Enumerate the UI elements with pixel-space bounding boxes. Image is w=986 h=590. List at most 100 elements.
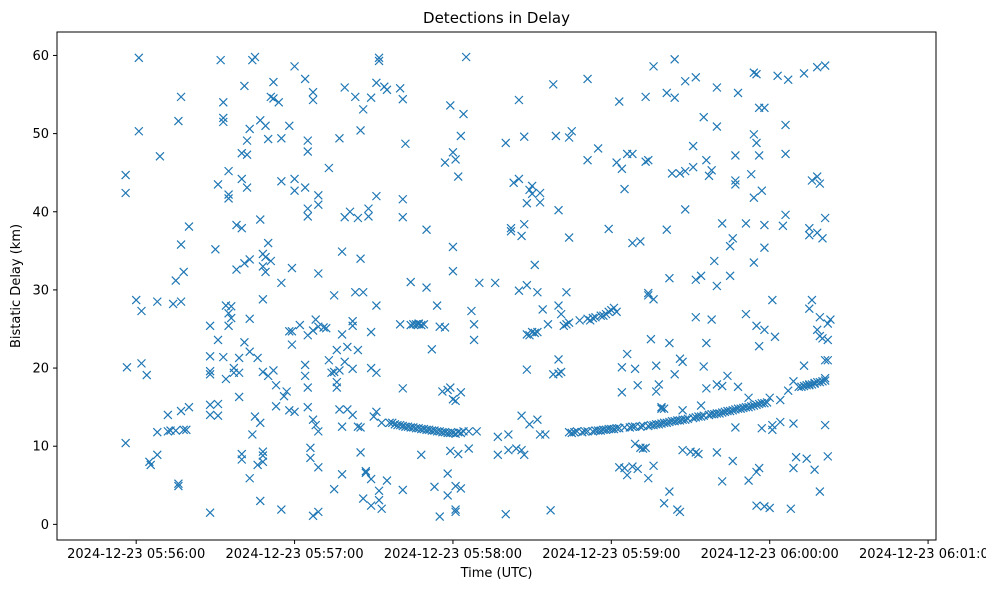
y-tick-label: 40: [32, 205, 49, 220]
data-point: [622, 349, 632, 359]
data-point: [646, 334, 656, 344]
data-point: [335, 133, 344, 143]
data-point: [406, 277, 416, 287]
data-point: [237, 148, 247, 158]
data-point: [445, 101, 455, 110]
data-point: [374, 53, 384, 63]
data-point: [176, 240, 186, 250]
data-point: [361, 468, 371, 478]
data-point: [440, 158, 450, 167]
data-point: [237, 223, 247, 233]
data-point: [451, 154, 461, 164]
data-point: [176, 406, 186, 416]
data-point: [234, 392, 244, 402]
data-point: [305, 443, 315, 453]
data-point: [638, 444, 648, 453]
data-point: [659, 404, 669, 414]
data-point: [757, 186, 767, 196]
x-tick-label: 2024-12-23 06:01:00: [859, 547, 986, 562]
data-point: [348, 321, 358, 331]
data-point: [762, 398, 772, 407]
data-point: [385, 418, 395, 428]
data-point: [184, 222, 194, 232]
data-point: [688, 162, 698, 172]
data-point: [216, 55, 226, 65]
data-point: [588, 313, 598, 323]
data-point: [654, 419, 664, 429]
data-point: [730, 176, 740, 185]
data-point: [522, 198, 532, 208]
data-point: [701, 383, 711, 393]
data-point: [569, 427, 579, 437]
chart-title: Detections in Delay: [423, 9, 570, 27]
y-tick-label: 10: [32, 440, 49, 455]
data-point: [205, 410, 215, 420]
data-point: [263, 238, 273, 248]
data-point: [258, 262, 268, 271]
data-point: [437, 387, 447, 396]
data-point: [522, 330, 532, 339]
data-point: [176, 297, 186, 307]
data-point: [522, 365, 532, 375]
data-point: [263, 134, 273, 144]
data-point: [675, 169, 685, 178]
data-point: [641, 443, 651, 453]
data-point: [121, 188, 131, 198]
data-point: [401, 139, 410, 149]
data-point: [348, 410, 358, 420]
data-point: [371, 407, 381, 417]
data-point: [778, 221, 788, 231]
data-point: [290, 61, 299, 71]
data-point: [717, 476, 727, 486]
data-point: [796, 382, 806, 392]
data-point: [205, 366, 215, 376]
data-point: [662, 418, 672, 428]
data-point: [300, 371, 310, 381]
data-point: [628, 238, 637, 248]
data-point: [340, 357, 350, 367]
data-point: [749, 193, 759, 203]
data-point: [823, 335, 833, 345]
data-point: [546, 505, 556, 515]
data-point: [122, 362, 132, 372]
data-point: [754, 463, 764, 473]
data-point: [765, 393, 775, 403]
data-point: [350, 92, 360, 102]
data-point: [506, 223, 516, 233]
data-point: [440, 322, 450, 332]
data-point: [350, 287, 360, 297]
data-point: [218, 352, 228, 362]
data-point: [443, 491, 453, 500]
data-point: [715, 408, 724, 418]
data-point: [287, 340, 297, 350]
data-point: [556, 367, 566, 377]
data-point: [416, 320, 426, 330]
data-point: [308, 95, 318, 105]
data-point: [224, 194, 234, 203]
data-point: [725, 271, 735, 281]
data-point: [395, 319, 405, 329]
x-tick-label: 2024-12-23 05:57:00: [226, 547, 364, 562]
data-point: [501, 509, 511, 519]
data-point: [712, 83, 722, 92]
data-point: [300, 360, 310, 370]
data-point: [313, 269, 323, 278]
data-point: [704, 171, 714, 181]
data-point: [245, 473, 255, 483]
data-point: [773, 71, 783, 81]
data-point: [680, 166, 690, 176]
data-point: [688, 413, 698, 423]
data-point: [699, 112, 709, 122]
y-tick-label: 0: [41, 518, 49, 533]
data-point: [707, 315, 717, 325]
data-point: [535, 197, 545, 207]
data-point: [371, 191, 381, 201]
data-point: [284, 405, 294, 415]
data-point: [752, 467, 761, 477]
data-point: [253, 460, 263, 470]
data-point: [329, 367, 339, 377]
data-point: [519, 132, 529, 142]
data-point: [556, 309, 566, 319]
data-point: [649, 61, 658, 71]
data-point: [395, 420, 405, 430]
